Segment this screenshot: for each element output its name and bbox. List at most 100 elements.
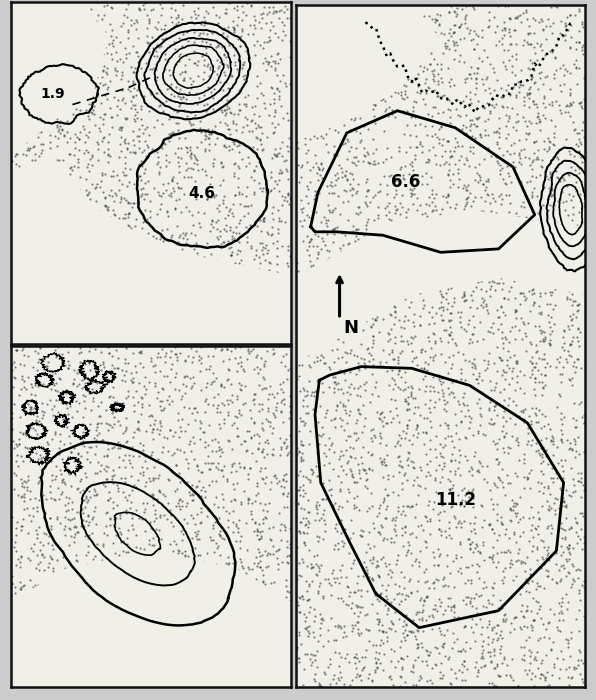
Point	[348, 442, 358, 454]
Point	[35, 88, 44, 99]
Point	[235, 214, 245, 225]
Point	[178, 74, 188, 85]
Point	[145, 37, 154, 48]
Point	[34, 565, 44, 576]
Point	[28, 186, 38, 197]
Point	[487, 523, 496, 534]
Point	[148, 576, 158, 587]
Point	[403, 74, 413, 85]
Point	[300, 615, 309, 626]
Point	[347, 190, 356, 201]
Point	[13, 149, 22, 160]
Point	[349, 173, 358, 184]
Point	[309, 650, 318, 661]
Point	[280, 601, 289, 612]
Point	[523, 668, 532, 680]
Point	[267, 83, 277, 94]
Point	[451, 132, 460, 144]
Point	[185, 32, 195, 43]
Point	[91, 468, 100, 479]
Point	[13, 257, 23, 268]
Point	[30, 663, 40, 674]
Point	[28, 34, 38, 45]
Point	[47, 540, 57, 551]
Point	[541, 379, 550, 391]
Point	[52, 514, 62, 525]
Point	[436, 447, 445, 458]
Point	[188, 495, 197, 506]
Point	[529, 680, 539, 692]
Point	[169, 281, 179, 293]
Point	[407, 500, 417, 511]
Point	[44, 326, 53, 337]
Point	[254, 519, 264, 530]
Point	[327, 226, 337, 237]
Point	[229, 22, 238, 34]
Point	[150, 306, 159, 317]
Point	[117, 609, 127, 620]
Point	[139, 613, 148, 624]
Point	[151, 360, 160, 371]
Point	[135, 315, 145, 326]
Point	[390, 662, 400, 673]
Point	[434, 137, 443, 148]
Point	[191, 318, 201, 329]
Point	[331, 620, 340, 631]
Point	[578, 673, 587, 685]
Point	[45, 646, 54, 657]
Point	[534, 276, 544, 288]
Point	[367, 305, 377, 316]
Point	[173, 414, 183, 426]
Point	[357, 651, 367, 662]
Point	[239, 461, 249, 472]
Point	[174, 87, 184, 98]
Point	[248, 564, 257, 575]
Point	[26, 388, 36, 399]
Point	[559, 412, 569, 423]
Point	[546, 114, 555, 125]
Point	[90, 638, 100, 650]
Point	[303, 522, 312, 533]
Point	[150, 548, 159, 559]
Point	[165, 425, 175, 436]
Point	[253, 525, 263, 536]
Point	[99, 361, 108, 372]
Point	[434, 20, 444, 31]
Point	[415, 220, 424, 232]
Point	[277, 406, 286, 417]
Point	[351, 599, 361, 610]
Point	[350, 106, 359, 117]
Point	[396, 242, 405, 253]
Point	[57, 454, 66, 465]
Point	[470, 223, 480, 234]
Point	[460, 289, 469, 300]
Point	[522, 606, 531, 617]
Point	[276, 405, 285, 416]
Point	[221, 225, 231, 237]
Point	[207, 641, 217, 652]
Point	[104, 148, 113, 160]
Point	[309, 626, 318, 638]
Point	[382, 142, 392, 153]
Point	[241, 661, 250, 672]
Point	[129, 479, 138, 490]
Point	[556, 517, 566, 528]
Point	[546, 154, 555, 165]
Point	[340, 424, 349, 435]
Point	[449, 296, 459, 307]
Point	[49, 680, 58, 691]
Point	[243, 474, 252, 485]
Point	[325, 363, 334, 374]
Point	[294, 43, 303, 54]
Point	[434, 123, 443, 134]
Point	[223, 83, 232, 94]
Point	[400, 395, 409, 407]
Point	[574, 6, 583, 17]
Point	[567, 578, 577, 589]
Point	[101, 200, 110, 211]
Point	[16, 118, 26, 129]
Point	[345, 85, 355, 96]
Point	[449, 5, 458, 16]
Point	[123, 546, 133, 557]
Point	[229, 167, 239, 178]
